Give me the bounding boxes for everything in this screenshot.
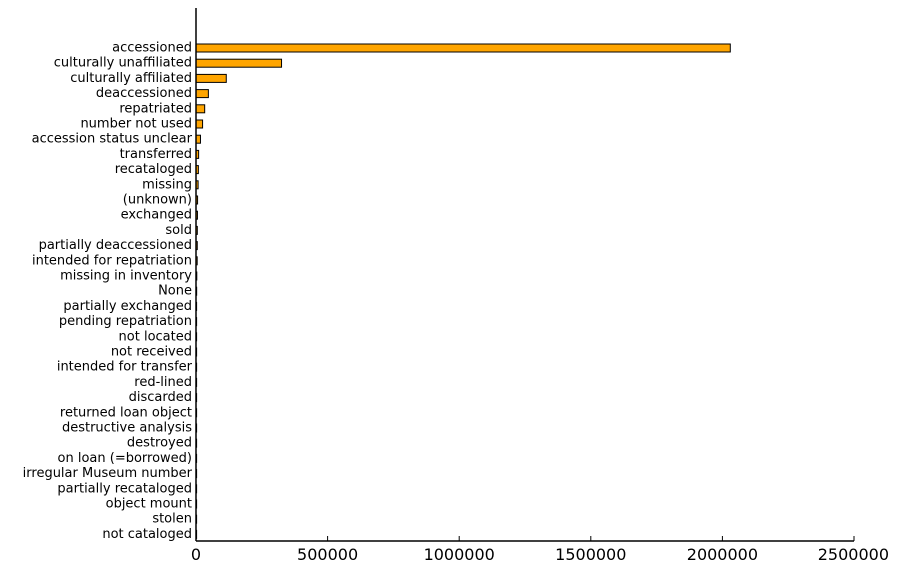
bar: [195, 58, 283, 68]
category-label: intended for transfer: [57, 360, 193, 375]
category-label: destroyed: [127, 436, 192, 451]
x-tick-label: 0: [191, 545, 201, 564]
category-label: missing in inventory: [60, 269, 192, 284]
category-label: culturally affiliated: [70, 71, 192, 86]
category-label: accessioned: [112, 41, 192, 56]
category-label: None: [158, 284, 192, 299]
category-label: not located: [119, 329, 192, 344]
category-label: sold: [165, 223, 192, 238]
category-label: irregular Museum number: [23, 466, 193, 481]
category-label: transferred: [120, 147, 192, 162]
x-axis-ticks: 0 500000 1000000 1500000 2000000 2500000: [191, 536, 889, 564]
bar: [195, 119, 204, 129]
category-label: not cataloged: [102, 527, 192, 542]
category-label: deaccessioned: [96, 86, 192, 101]
category-label: intended for repatriation: [32, 253, 192, 268]
x-tick-label: 1000000: [424, 545, 495, 564]
category-label: repatriated: [119, 101, 192, 116]
category-label: missing: [142, 177, 192, 192]
category-label: exchanged: [121, 208, 192, 223]
bar: [195, 89, 209, 99]
bar: [195, 73, 227, 83]
x-tick-label: 1500000: [555, 545, 626, 564]
category-label: culturally unaffiliated: [54, 56, 192, 71]
category-label: returned loan object: [60, 405, 192, 420]
category-label: partially exchanged: [63, 299, 192, 314]
x-tick-label: 500000: [297, 545, 358, 564]
category-label: partially deaccessioned: [39, 238, 192, 253]
bar: [195, 43, 731, 53]
category-label: (unknown): [123, 193, 192, 208]
category-label: object mount: [106, 497, 192, 512]
category-label: recataloged: [115, 162, 192, 177]
category-label: discarded: [129, 390, 192, 405]
category-label: number not used: [80, 117, 192, 132]
category-label: on loan (=borrowed): [58, 451, 192, 466]
x-tick-label: 2000000: [687, 545, 758, 564]
bars-group: [195, 43, 731, 539]
category-label: red-lined: [134, 375, 192, 390]
category-label: stolen: [152, 512, 192, 527]
x-tick-label: 2500000: [818, 545, 889, 564]
category-label: not received: [111, 345, 192, 360]
category-label: accession status unclear: [32, 132, 193, 147]
category-label: destructive analysis: [62, 421, 192, 436]
category-label: partially recataloged: [57, 481, 192, 496]
category-label: pending repatriation: [59, 314, 192, 329]
bar: [195, 104, 206, 114]
